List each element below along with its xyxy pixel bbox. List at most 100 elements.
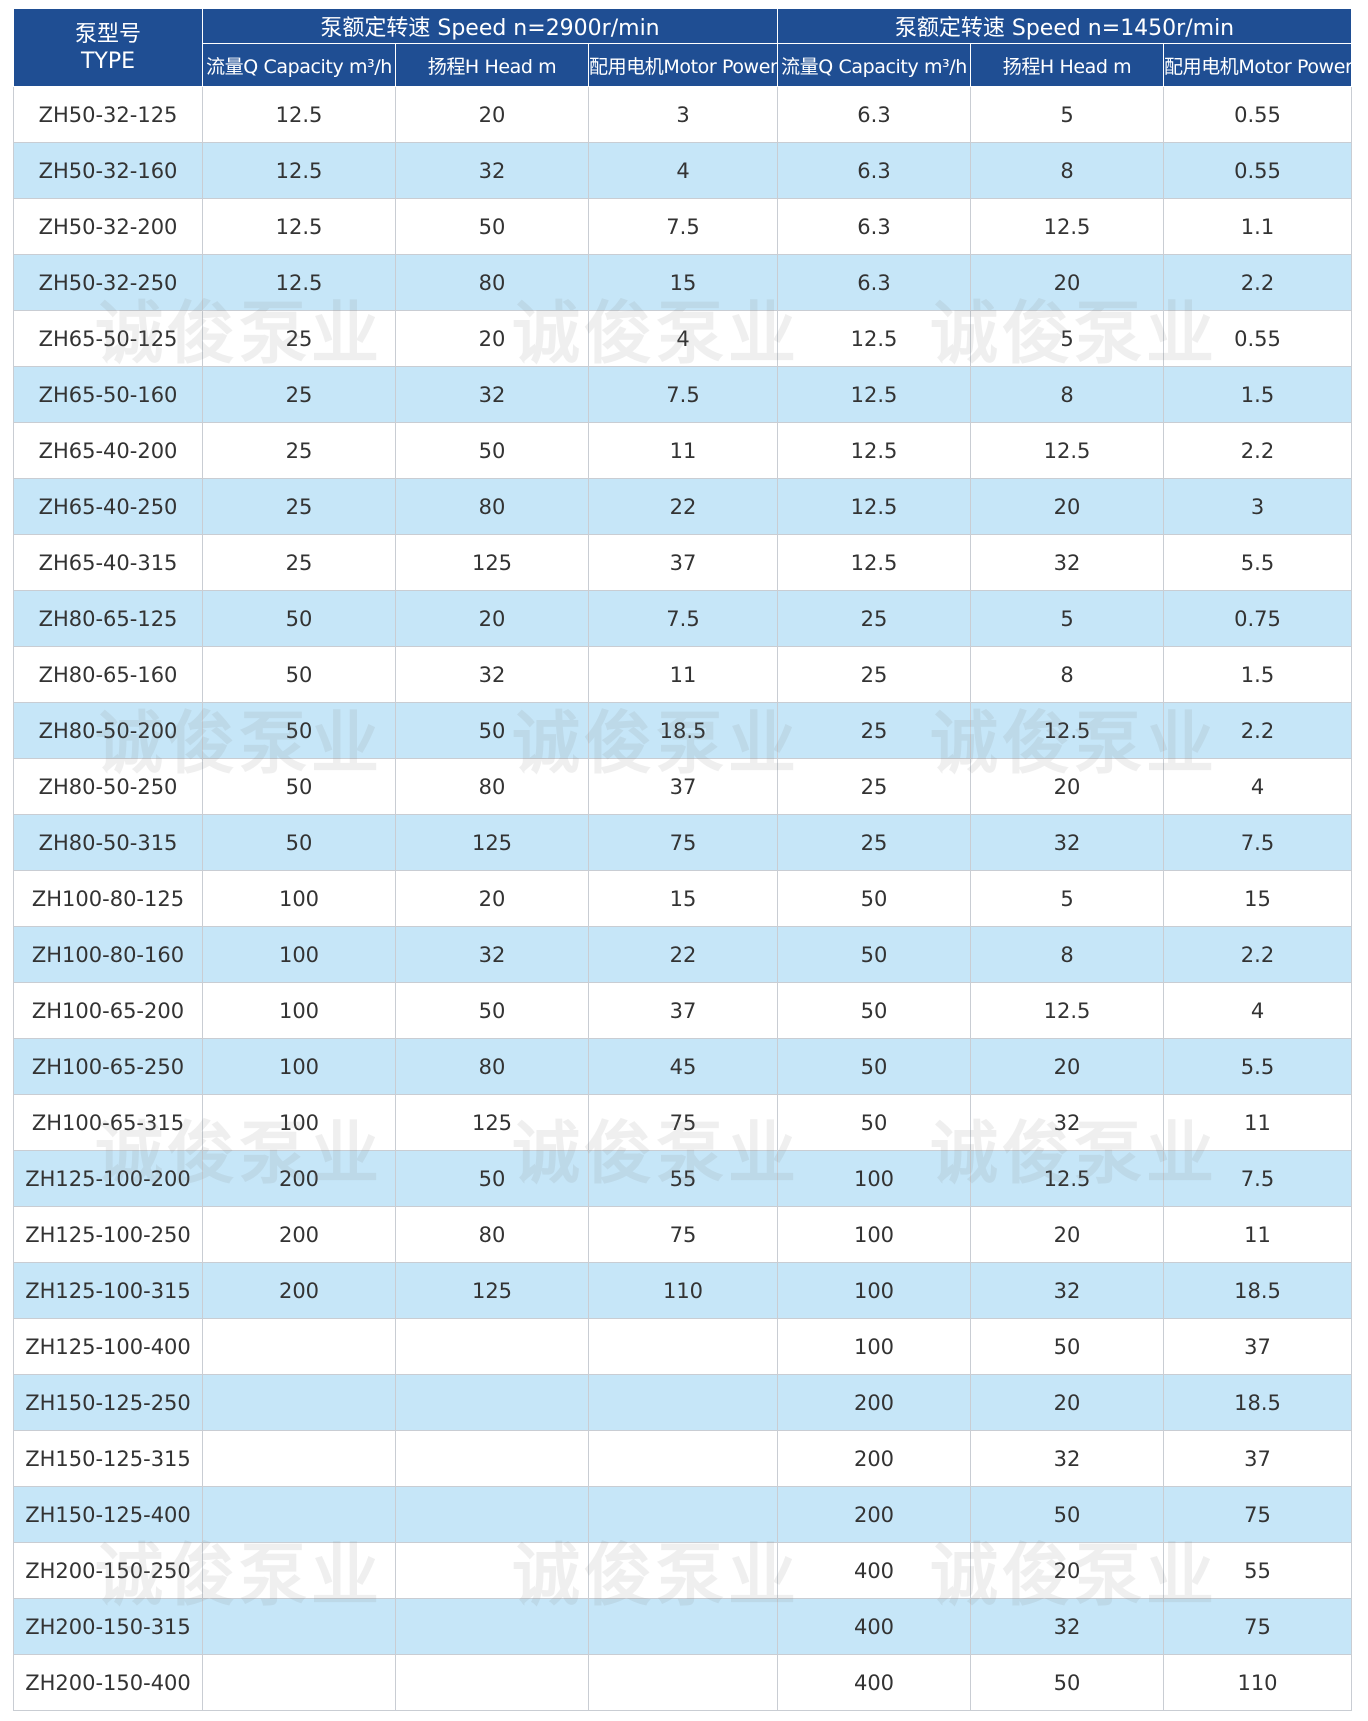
table-row: ZH80-65-125 50 20 7.5 25 5 0.75 — [13, 590, 1352, 647]
table-row: ZH80-50-250 50 80 37 25 20 4 — [13, 758, 1352, 815]
capacity-2900-cell — [202, 1654, 396, 1711]
power-2900-cell: 22 — [588, 926, 778, 983]
capacity-1450-cell: 6.3 — [777, 142, 971, 199]
head-header-1450: 扬程H Head m — [970, 43, 1164, 87]
capacity-1450-cell: 200 — [777, 1430, 971, 1487]
capacity-1450-cell: 50 — [777, 1094, 971, 1151]
power-1450-cell: 0.55 — [1163, 142, 1352, 199]
capacity-1450-cell: 6.3 — [777, 198, 971, 255]
head-1450-cell: 20 — [970, 254, 1164, 311]
power-2900-cell: 4 — [588, 310, 778, 367]
table-row: ZH125-100-400 100 50 37 — [13, 1318, 1352, 1375]
type-cell: ZH80-50-200 — [13, 702, 203, 759]
head-2900-cell: 125 — [395, 1262, 589, 1319]
head-2900-cell — [395, 1486, 589, 1543]
head-2900-cell: 20 — [395, 86, 589, 143]
power-1450-cell: 37 — [1163, 1318, 1352, 1375]
power-2900-cell: 37 — [588, 534, 778, 591]
head-1450-cell: 32 — [970, 1094, 1164, 1151]
head-1450-cell: 32 — [970, 534, 1164, 591]
power-2900-cell: 75 — [588, 814, 778, 871]
type-cell: ZH100-80-160 — [13, 926, 203, 983]
table-row: ZH200-150-315 400 32 75 — [13, 1598, 1352, 1655]
power-1450-cell: 0.75 — [1163, 590, 1352, 647]
capacity-1450-cell: 100 — [777, 1318, 971, 1375]
head-1450-cell: 32 — [970, 1430, 1164, 1487]
capacity-1450-cell: 400 — [777, 1542, 971, 1599]
head-1450-cell: 12.5 — [970, 422, 1164, 479]
capacity-2900-cell: 25 — [202, 422, 396, 479]
table-header: 泵型号 TYPE 泵额定转速 Speed n=2900r/min 泵额定转速 S… — [13, 8, 1352, 87]
head-1450-cell: 5 — [970, 870, 1164, 927]
head-1450-cell: 5 — [970, 86, 1164, 143]
type-cell: ZH80-65-160 — [13, 646, 203, 703]
power-2900-cell: 7.5 — [588, 366, 778, 423]
table-row: ZH125-100-315 200 125 110 100 32 18.5 — [13, 1262, 1352, 1319]
capacity-1450-cell: 12.5 — [777, 310, 971, 367]
capacity-1450-cell: 50 — [777, 926, 971, 983]
power-1450-cell: 18.5 — [1163, 1262, 1352, 1319]
power-2900-cell: 4 — [588, 142, 778, 199]
power-2900-cell: 7.5 — [588, 590, 778, 647]
capacity-2900-cell — [202, 1318, 396, 1375]
type-cell: ZH80-50-250 — [13, 758, 203, 815]
head-1450-cell: 20 — [970, 478, 1164, 535]
capacity-1450-cell: 100 — [777, 1206, 971, 1263]
capacity-1450-cell: 12.5 — [777, 534, 971, 591]
capacity-1450-cell: 200 — [777, 1486, 971, 1543]
type-cell: ZH100-80-125 — [13, 870, 203, 927]
capacity-2900-cell: 100 — [202, 1094, 396, 1151]
head-2900-cell: 125 — [395, 814, 589, 871]
head-2900-cell: 50 — [395, 198, 589, 255]
power-1450-cell: 2.2 — [1163, 422, 1352, 479]
capacity-1450-cell: 400 — [777, 1598, 971, 1655]
head-1450-cell: 8 — [970, 646, 1164, 703]
power-2900-cell: 75 — [588, 1094, 778, 1151]
capacity-2900-cell: 50 — [202, 646, 396, 703]
table-row: ZH50-32-200 12.5 50 7.5 6.3 12.5 1.1 — [13, 198, 1352, 255]
capacity-1450-cell: 12.5 — [777, 366, 971, 423]
type-cell: ZH50-32-160 — [13, 142, 203, 199]
power-1450-cell: 3 — [1163, 478, 1352, 535]
capacity-1450-cell: 100 — [777, 1150, 971, 1207]
power-1450-cell: 4 — [1163, 758, 1352, 815]
type-cell: ZH65-40-250 — [13, 478, 203, 535]
power-2900-cell: 15 — [588, 870, 778, 927]
capacity-1450-cell: 50 — [777, 1038, 971, 1095]
capacity-2900-cell: 50 — [202, 702, 396, 759]
power-1450-cell: 2.2 — [1163, 702, 1352, 759]
power-2900-cell: 11 — [588, 646, 778, 703]
power-1450-cell: 5.5 — [1163, 1038, 1352, 1095]
table-row: ZH50-32-160 12.5 32 4 6.3 8 0.55 — [13, 142, 1352, 199]
power-2900-cell — [588, 1430, 778, 1487]
table-row: ZH100-65-200 100 50 37 50 12.5 4 — [13, 982, 1352, 1039]
power-1450-cell: 4 — [1163, 982, 1352, 1039]
table-row: ZH80-50-315 50 125 75 25 32 7.5 — [13, 814, 1352, 871]
capacity-1450-cell: 50 — [777, 870, 971, 927]
capacity-2900-cell: 25 — [202, 366, 396, 423]
power-1450-cell: 7.5 — [1163, 814, 1352, 871]
type-cell: ZH80-50-315 — [13, 814, 203, 871]
head-2900-cell: 20 — [395, 310, 589, 367]
table-row: ZH125-100-250 200 80 75 100 20 11 — [13, 1206, 1352, 1263]
type-cell: ZH150-125-250 — [13, 1374, 203, 1431]
table-row: ZH80-50-200 50 50 18.5 25 12.5 2.2 — [13, 702, 1352, 759]
capacity-2900-cell: 12.5 — [202, 254, 396, 311]
capacity-2900-cell: 100 — [202, 870, 396, 927]
type-cell: ZH100-65-315 — [13, 1094, 203, 1151]
head-1450-cell: 20 — [970, 1206, 1164, 1263]
power-2900-cell — [588, 1486, 778, 1543]
head-2900-cell — [395, 1654, 589, 1711]
capacity-2900-cell: 200 — [202, 1206, 396, 1263]
table-row: ZH125-100-200 200 50 55 100 12.5 7.5 — [13, 1150, 1352, 1207]
power-1450-cell: 5.5 — [1163, 534, 1352, 591]
power-1450-cell: 1.1 — [1163, 198, 1352, 255]
capacity-2900-cell: 50 — [202, 758, 396, 815]
head-1450-cell: 32 — [970, 1262, 1164, 1319]
power-2900-cell: 37 — [588, 982, 778, 1039]
power-header-2900: 配用电机Motor Power kw — [588, 43, 778, 87]
type-column-header: 泵型号 TYPE — [13, 8, 203, 87]
head-2900-cell: 32 — [395, 366, 589, 423]
type-cell: ZH65-50-160 — [13, 366, 203, 423]
capacity-1450-cell: 12.5 — [777, 422, 971, 479]
